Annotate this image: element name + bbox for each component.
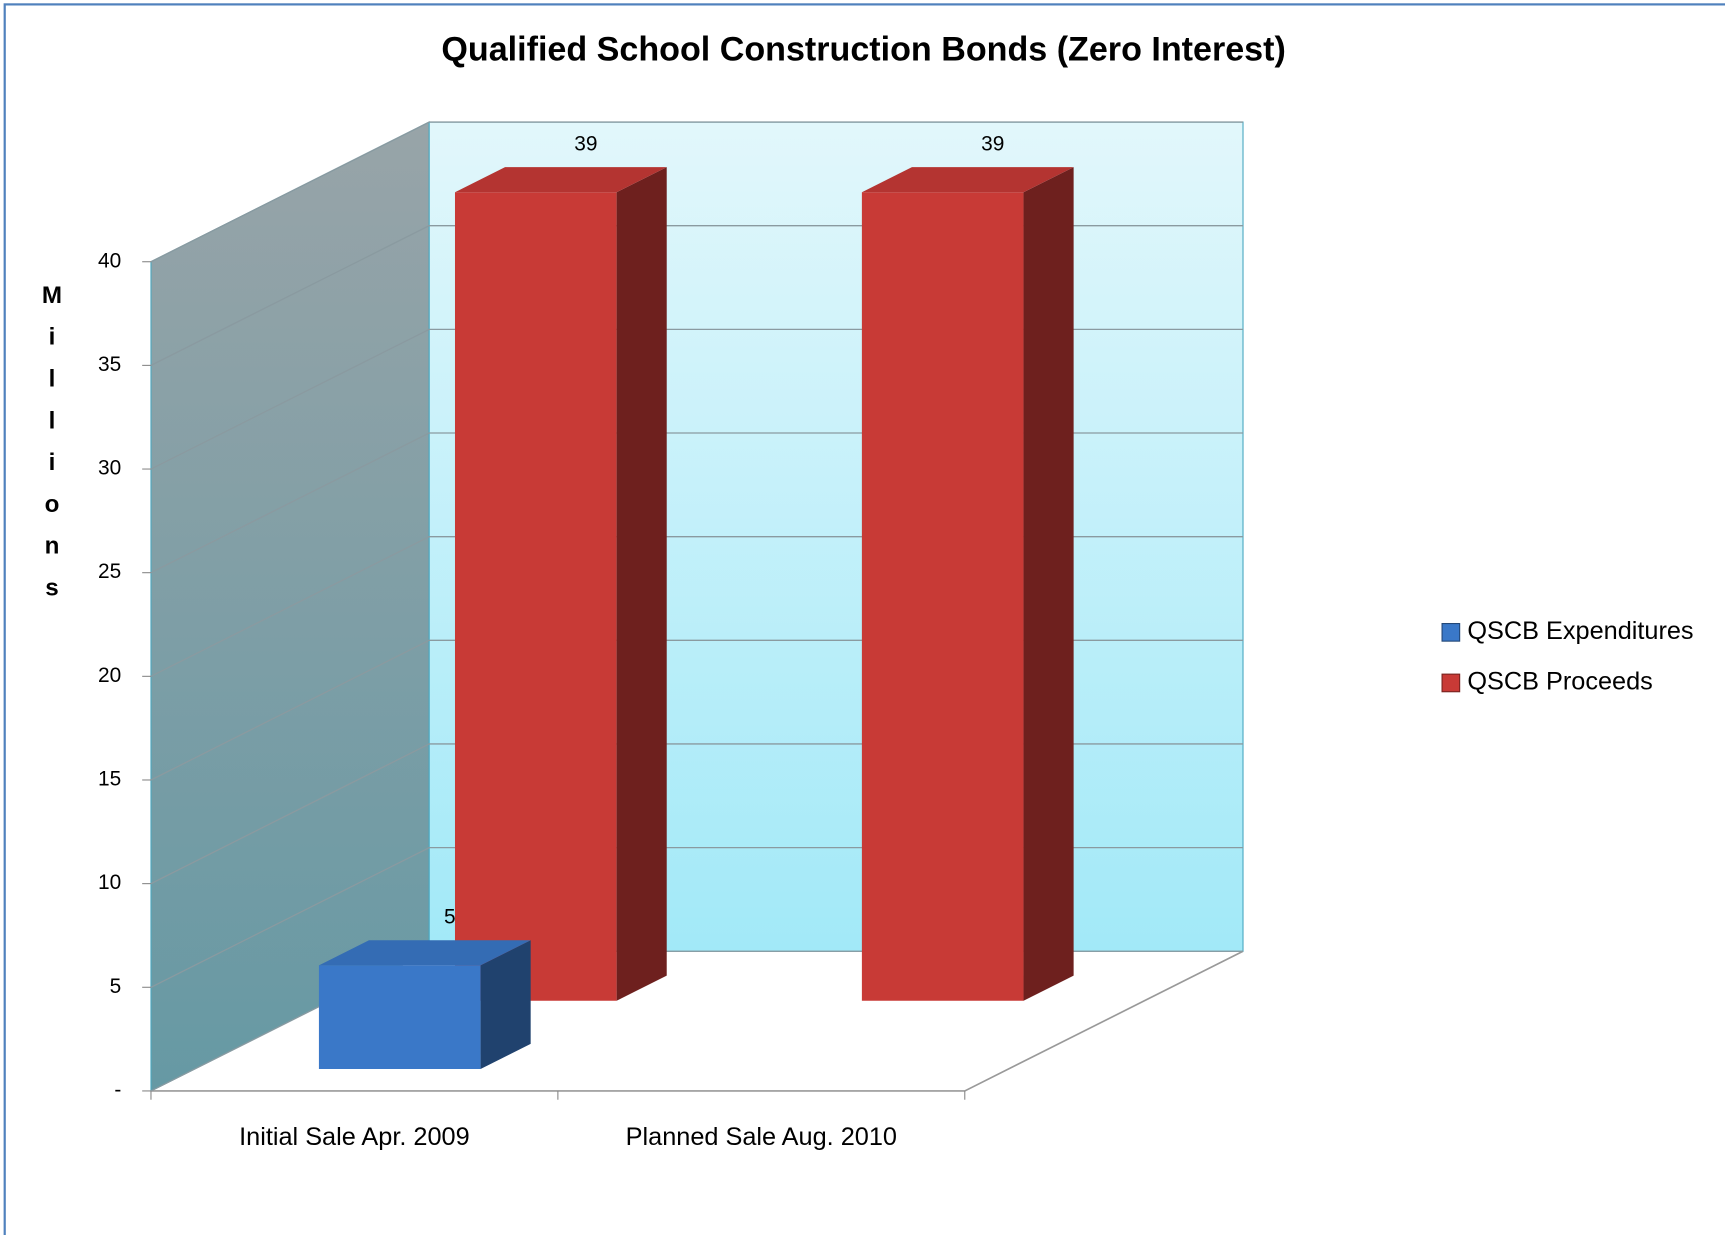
bar-side [616,167,667,1001]
bar-top [318,940,531,966]
grid-line [150,121,1244,263]
value-label: 39 [574,133,597,156]
y-tick-label: 35 [98,353,121,376]
legend-swatch [1441,673,1461,693]
value-label: 5 [444,906,456,929]
bar-top [454,167,667,193]
bar-side [480,940,531,1070]
bar-top [861,167,1074,193]
y-tick-label: 20 [98,664,121,687]
y-tick-label: 40 [98,249,121,272]
y-tick-label: - [114,1078,121,1101]
legend-swatch [1441,622,1461,642]
y-tick-label: 25 [98,560,121,583]
y-tick-label: 10 [98,871,121,894]
x-tick-label: Initial Sale Apr. 2009 [239,1123,470,1151]
y-tick-label: 5 [110,975,122,998]
legend-label: QSCB Expenditures [1467,617,1693,645]
value-label: 39 [981,133,1004,156]
x-tick-label: Planned Sale Aug. 2010 [626,1123,897,1151]
bar-front [454,192,617,1001]
floor-edge [150,950,1244,1092]
bar-front [318,965,481,1070]
bar-front [861,192,1024,1001]
y-tick-label: 30 [98,457,121,480]
bar-side [1023,167,1074,1001]
chart-title: Qualified School Construction Bonds (Zer… [441,31,1285,69]
y-tick-label: 15 [98,768,121,791]
legend-label: QSCB Proceeds [1467,668,1652,696]
